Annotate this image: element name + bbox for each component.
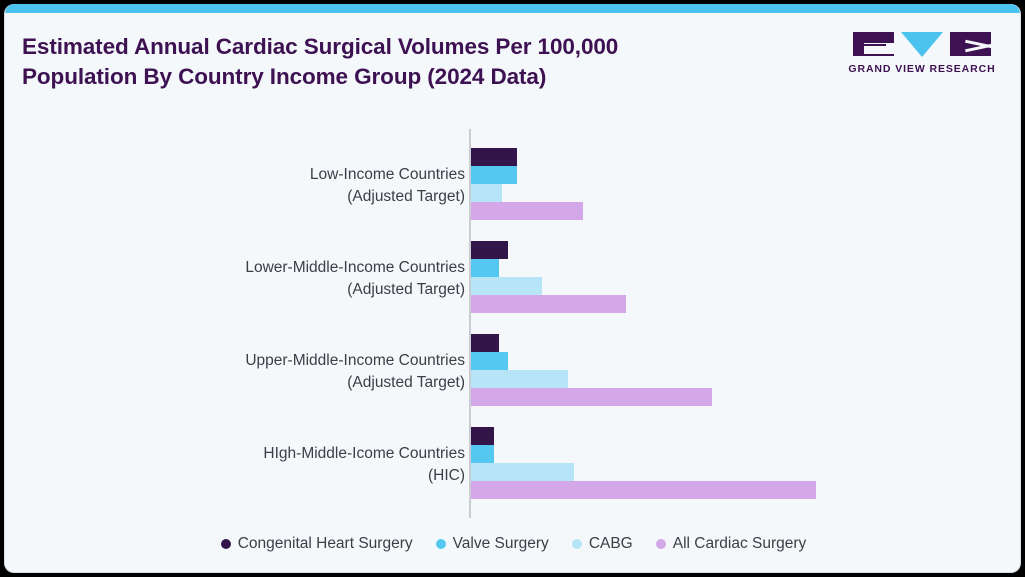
bar-valve-surgery[interactable]	[470, 352, 508, 370]
bar-stack	[470, 148, 583, 220]
bar-all-cardiac-surgery[interactable]	[470, 481, 816, 499]
chart-header: Estimated Annual Cardiac Surgical Volume…	[5, 13, 1020, 113]
category-label: Lower-Middle-Income Countries (Adjusted …	[245, 259, 465, 298]
bar-cabg[interactable]	[470, 277, 543, 295]
legend-item[interactable]: Valve Surgery	[435, 535, 549, 553]
logo-g-icon	[853, 32, 894, 56]
logo-r-icon	[950, 32, 991, 56]
bar-group: HIgh-Middle-Icome Countries (HIC)	[5, 427, 1020, 499]
y-axis-line	[469, 129, 471, 518]
bar-stack	[470, 334, 712, 406]
bar-all-cardiac-surgery[interactable]	[470, 295, 626, 313]
bar-congenital-heart-surgery[interactable]	[470, 427, 494, 445]
category-label: HIgh-Middle-Icome Countries (HIC)	[263, 445, 465, 484]
legend-item[interactable]: CABG	[571, 535, 633, 553]
bar-valve-surgery[interactable]	[470, 445, 494, 463]
bar-congenital-heart-surgery[interactable]	[470, 148, 517, 166]
bar-group: Upper-Middle-Income Countries (Adjusted …	[5, 334, 1020, 406]
bar-all-cardiac-surgery[interactable]	[470, 388, 712, 406]
logo-wordmark: GRAND VIEW RESEARCH	[848, 63, 996, 75]
legend-item[interactable]: Congenital Heart Surgery	[220, 535, 413, 553]
legend-label: CABG	[588, 535, 633, 552]
bar-congenital-heart-surgery[interactable]	[470, 241, 508, 259]
legend-label: Congenital Heart Surgery	[237, 535, 413, 552]
legend-dot-icon	[220, 539, 231, 549]
chart-legend: Congenital Heart Surgery Valve Surgery CAB…	[5, 535, 1020, 553]
bar-stack	[470, 241, 626, 313]
legend-dot-icon	[655, 539, 666, 549]
bar-group: Low-Income Countries (Adjusted Target)	[5, 148, 1020, 220]
bar-cabg[interactable]	[470, 370, 569, 388]
bar-stack	[470, 427, 816, 499]
bar-valve-surgery[interactable]	[470, 259, 500, 277]
legend-label: Valve Surgery	[452, 535, 549, 552]
bar-group: Lower-Middle-Income Countries (Adjusted …	[5, 241, 1020, 313]
bar-cabg[interactable]	[470, 463, 574, 481]
category-label: Upper-Middle-Income Countries (Adjusted …	[245, 352, 465, 391]
category-label: Low-Income Countries (Adjusted Target)	[309, 166, 465, 205]
bar-congenital-heart-surgery[interactable]	[470, 334, 500, 352]
logo-v-triangle-icon	[901, 32, 943, 57]
bar-chart: Low-Income Countries (Adjusted Target) Lo…	[5, 113, 1020, 572]
title-line-1: Estimated Annual Cardiac Surgical Volume…	[22, 34, 619, 59]
legend-item[interactable]: All Cardiac Surgery	[655, 535, 807, 553]
bar-valve-surgery[interactable]	[470, 166, 517, 184]
bar-all-cardiac-surgery[interactable]	[470, 202, 583, 220]
brand-logo: GRAND VIEW RESEARCH	[846, 32, 998, 75]
accent-top-bar	[5, 4, 1020, 13]
chart-card: Estimated Annual Cardiac Surgical Volume…	[4, 4, 1021, 573]
legend-label: All Cardiac Surgery	[672, 535, 807, 552]
legend-dot-icon	[435, 539, 446, 549]
logo-marks	[846, 32, 998, 57]
plot-area: Low-Income Countries (Adjusted Target) Lo…	[5, 123, 1020, 518]
page-title: Estimated Annual Cardiac Surgical Volume…	[22, 32, 812, 92]
bar-cabg[interactable]	[470, 184, 503, 202]
legend-dot-icon	[571, 539, 582, 549]
title-line-2: Population By Country Income Group (2024…	[22, 64, 547, 89]
